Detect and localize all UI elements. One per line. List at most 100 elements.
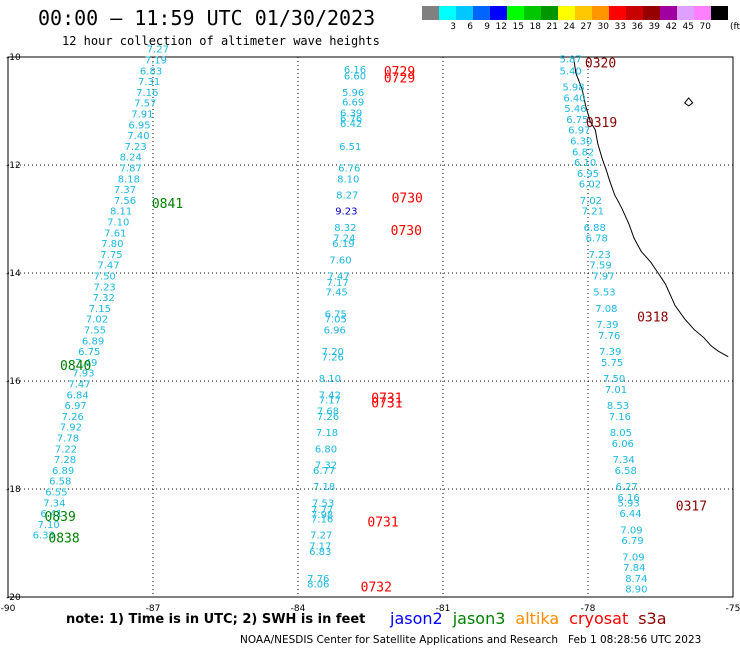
legend-swatch: 24 (558, 6, 575, 32)
swh-value-label: 7.91 (131, 109, 153, 120)
legend-label: 33 (614, 22, 626, 32)
legend-swatch: 12 (490, 6, 507, 32)
swh-value-label: 7.23 (94, 282, 116, 293)
lon-tick-label: -90 (1, 604, 16, 614)
satellite-jason2: jason2 (390, 609, 443, 628)
pass-time-label: 0318 (637, 310, 668, 325)
lat-tick-label: -18 (6, 485, 21, 495)
swh-value-label: 7.47 (68, 379, 90, 390)
credit-line: NOAA/NESDIS Center for Satellite Applica… (240, 634, 701, 646)
legend-label: 27 (580, 22, 592, 32)
lon-tick-label: -84 (291, 604, 306, 614)
legend-swatch: 27 (575, 6, 592, 32)
swh-value-label: 7.84 (623, 563, 645, 574)
swh-value-label: 7.53 (312, 498, 334, 509)
pass-time-label: 0731 (371, 391, 402, 406)
legend-label: 15 (512, 22, 524, 32)
swh-value-label: 7.24 (333, 234, 355, 245)
pass-time-label: 0319 (586, 116, 617, 131)
satellite-cryosat: cryosat (569, 609, 629, 628)
legend-label: 70 (699, 22, 711, 32)
swh-value-label: 7.75 (100, 250, 122, 261)
swh-value-label: 7.57 (134, 99, 156, 110)
legend-label: 30 (597, 22, 609, 32)
swh-value-label: 6.95 (577, 169, 599, 180)
legend-swatch: 18 (524, 6, 541, 32)
swh-value-label: 6.06 (612, 439, 634, 450)
swh-value-label: 7.76 (598, 331, 620, 342)
swh-value-label: 7.01 (605, 385, 627, 396)
lon-tick-label: -78 (581, 604, 596, 614)
swh-value-label: 7.20 (322, 347, 344, 358)
swh-value-label: 6.79 (621, 536, 643, 547)
swh-value-label: 8.53 (607, 401, 629, 412)
swh-value-label: 6.60 (344, 72, 366, 83)
swh-value-label: 7.08 (595, 304, 617, 315)
swh-value-label: 6.84 (66, 390, 88, 401)
legend-label: 18 (529, 22, 541, 32)
legend-label: 24 (563, 22, 575, 32)
swh-value-label: 7.18 (313, 482, 335, 493)
swh-value-label: 6.88 (584, 223, 606, 234)
swh-value-label: 6.10 (574, 158, 596, 169)
swh-value-label: 5.75 (601, 358, 623, 369)
pass-time-label: 0731 (367, 515, 398, 530)
swh-value-label: 7.23 (588, 250, 610, 261)
legend-swatch: 45 (677, 6, 694, 32)
pass-time-label: 0730 (391, 224, 422, 239)
swh-value-label: 6.75 (325, 309, 347, 320)
swh-value-label: 7.50 (94, 271, 116, 282)
pass-time-label: 0840 (60, 359, 91, 374)
lon-tick-label: -81 (436, 604, 451, 614)
swh-value-label: 6.19 (332, 239, 354, 250)
legend-label: 9 (484, 22, 490, 32)
legend-swatch: 30 (592, 6, 609, 32)
swh-value-label: 7.09 (622, 552, 644, 563)
legend-swatch: 36 (626, 6, 643, 32)
swh-value-label: 6.41 (40, 509, 62, 520)
satellite-legend: jason2 jason3 altika cryosat s3a (390, 609, 677, 628)
swh-value-label: 6.69 (342, 98, 364, 109)
swh-value-label: 6.97 (65, 401, 87, 412)
swh-value-label: 6.82 (572, 147, 594, 158)
swh-value-label: 7.09 (620, 525, 642, 536)
legend-swatch: 3 (439, 6, 456, 32)
generated-timestamp: Feb 1 08:28:56 UTC 2023 (568, 634, 702, 646)
swh-color-legend: 3 6 9 12 15 18 21 24 27 30 33 36 39 42 45 70 (422, 6, 728, 32)
swh-value-label: 6.95 (128, 120, 150, 131)
legend-swatch (422, 6, 439, 20)
swh-value-label: 7.56 (114, 196, 136, 207)
plot-frame (7, 56, 734, 598)
swh-value-label: 7.47 (97, 261, 119, 272)
swh-value-label: 6.16 (344, 65, 366, 76)
satellite-s3a: s3a (638, 609, 667, 628)
swh-value-label: 7.97 (592, 271, 614, 282)
pass-time-label: 0732 (361, 580, 392, 595)
swh-value-label: 6.76 (338, 163, 360, 174)
lat-tick-label: -16 (6, 377, 21, 387)
swh-value-label: 6.83 (140, 66, 162, 77)
swh-value-label: 7.15 (89, 304, 111, 315)
lon-tick-label: -75 (726, 604, 740, 614)
legend-unit-label: (ft) (730, 22, 740, 32)
swh-value-label: 5.40 (559, 66, 581, 77)
swh-value-label: 7.19 (145, 55, 167, 66)
pass-time-label: 0729 (384, 65, 415, 80)
swh-value-label: 7.32 (93, 293, 115, 304)
swh-value-label: 7.93 (72, 369, 94, 380)
swh-value-label: 8.11 (110, 207, 132, 218)
island-outline (683, 97, 694, 107)
swh-value-label: 8.74 (625, 574, 647, 585)
swh-value-label: 7.98 (311, 510, 333, 521)
swh-value-label: 7.27 (310, 531, 332, 542)
pass-time-label: 0839 (45, 510, 76, 525)
swh-value-label: 6.75 (566, 115, 588, 126)
swh-value-label: 7.26 (322, 352, 344, 363)
pass-time-label: 0729 (384, 72, 415, 87)
pass-time-label: 0317 (676, 499, 707, 514)
swh-value-label: 7.39 (599, 347, 621, 358)
swh-value-label: 7.17 (327, 278, 349, 289)
satellite-jason3: jason3 (452, 609, 506, 628)
coastline (573, 56, 729, 358)
swh-value-label: 6.78 (586, 234, 608, 245)
